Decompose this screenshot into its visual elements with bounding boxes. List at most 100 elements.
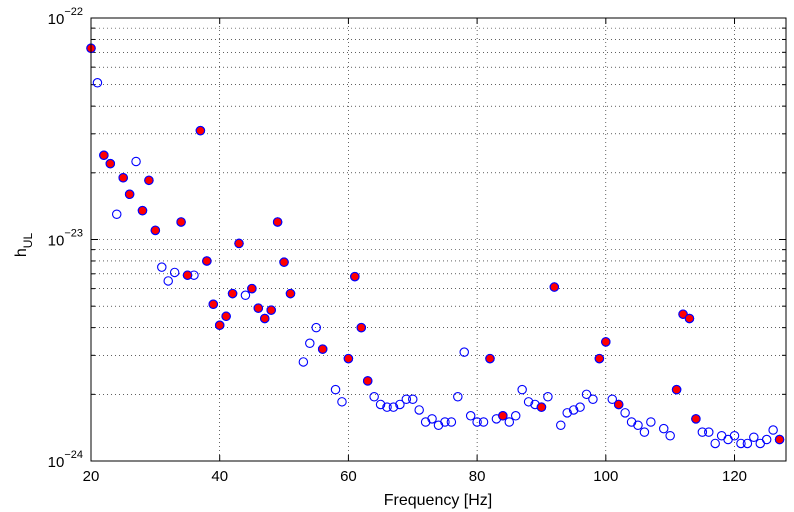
- data-point-open: [736, 438, 746, 449]
- data-point-open: [581, 389, 592, 400]
- data-point-open: [337, 397, 347, 407]
- y-tick-label-exponent: −24: [64, 449, 83, 461]
- data-point-filled: [362, 376, 373, 386]
- data-point-filled: [214, 320, 225, 331]
- data-point-filled: [144, 175, 154, 186]
- data-point-open: [382, 402, 392, 412]
- data-point-filled: [247, 283, 257, 294]
- data-point-open: [633, 420, 643, 431]
- data-point-open: [607, 394, 617, 405]
- data-point-filled: [259, 313, 270, 324]
- plot-frame: [90, 17, 787, 462]
- data-point-open: [704, 427, 714, 437]
- data-point-open: [543, 392, 553, 402]
- data-point-open: [465, 411, 476, 421]
- data-point-filled: [350, 271, 360, 282]
- data-point-open: [620, 408, 630, 418]
- data-point-open: [157, 262, 167, 272]
- data-point-open: [330, 384, 341, 395]
- data-point-open: [111, 209, 122, 220]
- data-point-open: [761, 434, 772, 445]
- data-point-open: [523, 397, 534, 407]
- data-point-filled: [684, 313, 695, 324]
- data-point-open: [768, 425, 778, 435]
- data-point-open: [697, 427, 708, 437]
- data-point-open: [427, 414, 437, 424]
- data-point-open: [472, 417, 482, 427]
- data-point-open: [742, 438, 753, 449]
- data-point-open: [639, 427, 650, 437]
- x-tick-label: 80: [469, 468, 486, 485]
- data-point-filled: [317, 344, 328, 354]
- data-point-filled: [266, 305, 276, 315]
- data-point-filled: [195, 125, 206, 136]
- axis-ticks: [90, 17, 786, 462]
- data-point-open: [388, 402, 399, 412]
- data-point-open: [568, 405, 579, 415]
- data-point-open: [131, 156, 141, 167]
- y-tick-label: 10−23: [48, 228, 83, 250]
- data-point-open: [710, 438, 720, 449]
- data-point-filled: [221, 311, 231, 322]
- data-point-filled: [182, 270, 193, 280]
- y-axis-title-subscript: UL: [21, 233, 35, 249]
- data-point-filled: [279, 257, 289, 267]
- data-point-open: [298, 357, 309, 367]
- y-axis-title: hUL: [13, 233, 35, 258]
- data-point-open: [440, 417, 450, 427]
- data-point-open: [446, 417, 457, 427]
- data-point-open: [588, 394, 598, 405]
- data-point-open: [478, 417, 489, 427]
- data-point-open: [510, 411, 521, 421]
- y-tick-label: 10−22: [48, 6, 83, 28]
- data-point-open: [665, 431, 675, 441]
- y-tick-label-base: 10: [48, 454, 65, 471]
- data-point-filled: [99, 150, 109, 161]
- y-tick-label-base: 10: [48, 11, 65, 28]
- data-point-filled: [691, 414, 701, 424]
- data-point-filled: [594, 353, 605, 364]
- data-point-open: [517, 384, 527, 395]
- data-point-filled: [202, 256, 212, 266]
- data-point-open: [369, 392, 379, 402]
- data-point-filled: [272, 217, 283, 227]
- data-point-filled: [671, 384, 682, 395]
- data-point-filled: [105, 158, 116, 169]
- data-point-filled: [613, 399, 624, 410]
- y-tick-label-exponent: −23: [64, 228, 83, 240]
- data-point-open: [658, 423, 669, 434]
- data-point-open: [556, 420, 566, 431]
- data-point-open: [749, 432, 759, 442]
- data-point-filled: [498, 411, 508, 421]
- data-point-filled: [285, 288, 296, 299]
- data-point-filled: [150, 225, 161, 236]
- data-markers: [86, 43, 785, 449]
- data-point-filled: [356, 322, 367, 333]
- y-axis-title-main: h: [13, 248, 30, 257]
- data-point-filled: [234, 238, 244, 249]
- data-point-open: [311, 322, 321, 333]
- data-point-open: [575, 402, 585, 412]
- data-point-filled: [176, 217, 186, 227]
- data-point-filled: [253, 303, 264, 313]
- data-point-open: [375, 399, 386, 410]
- data-point-open: [169, 267, 180, 278]
- data-point-filled: [536, 402, 547, 412]
- x-tick-label: 120: [722, 468, 747, 485]
- x-tick-label: 20: [83, 468, 100, 485]
- data-point-open: [408, 394, 418, 405]
- x-tick-label: 40: [211, 468, 228, 485]
- y-tick-label: 10−24: [48, 449, 83, 471]
- data-point-filled: [549, 282, 560, 292]
- x-tick-labels: 20 40 60 80 100 120: [83, 468, 747, 485]
- data-point-filled: [137, 205, 148, 216]
- data-point-open: [240, 290, 251, 301]
- data-point-open: [163, 276, 173, 286]
- data-point-filled: [678, 309, 688, 319]
- data-point-filled: [774, 434, 785, 445]
- data-point-open: [562, 408, 572, 418]
- x-tick-label: 100: [593, 468, 618, 485]
- data-point-filled: [343, 353, 354, 364]
- data-point-filled: [118, 173, 128, 183]
